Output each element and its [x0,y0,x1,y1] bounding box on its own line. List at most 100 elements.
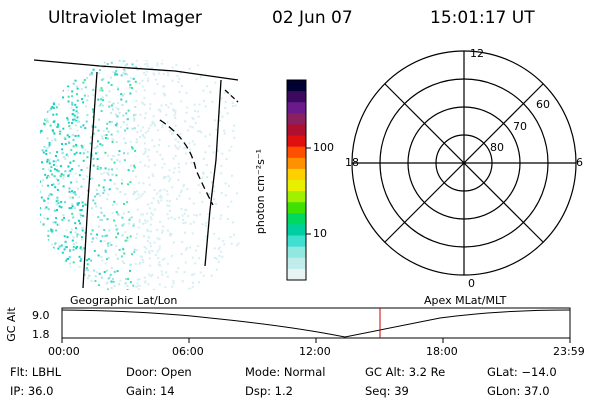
uv-pixel [81,226,84,229]
info-dsp: Dsp: 1.2 [245,384,293,398]
uv-pixel [100,212,103,214]
colorbar-segment [287,146,306,159]
uv-pixel [90,259,93,262]
uv-pixel [141,85,144,88]
uv-pixel [39,56,41,58]
uv-pixel [42,292,44,294]
uv-pixel [148,183,151,186]
uv-pixel [98,118,100,121]
uv-pixel [108,241,111,244]
uv-pixel [52,164,55,166]
colorbar-segment [287,157,306,170]
uv-pixel [55,229,58,232]
uv-pixel [118,60,121,62]
uv-pixel [46,253,49,256]
uv-pixel [101,89,104,92]
uv-pixel [75,151,78,154]
uv-pixel [90,136,93,139]
uv-pixel [145,60,148,62]
uv-pixel [161,258,164,261]
uv-pixel [126,239,129,242]
uv-pixel [67,266,70,269]
uv-pixel [112,102,115,105]
uv-pixel [163,162,166,165]
uv-pixel [143,136,146,139]
uv-pixel [208,66,211,69]
uv-pixel [114,224,117,227]
uv-pixel [173,167,176,170]
uv-pixel [106,242,109,245]
uv-pixel [149,264,152,267]
uv-pixel [91,241,94,243]
uv-pixel [117,232,119,235]
uv-pixel [116,102,119,104]
uv-pixel [116,86,119,89]
uv-pixel [113,270,116,273]
uv-pixel [94,195,96,198]
uv-pixel [170,102,173,105]
uv-pixel [72,280,75,283]
uv-pixel [200,131,203,134]
uv-pixel [91,237,94,240]
uv-pixel [166,275,169,278]
uv-pixel [75,241,78,244]
uv-pixel [122,114,125,117]
uv-pixel [116,159,119,162]
uv-pixel [204,135,207,138]
uv-pixel [65,78,68,81]
uv-pixel [165,190,168,193]
uv-pixel [118,248,121,251]
uv-pixel [42,179,44,182]
uv-pixel [36,86,38,88]
uv-pixel [93,249,96,252]
uv-pixel [175,64,178,67]
uv-pixel [189,222,192,225]
uv-pixel [69,249,72,251]
uv-pixel [233,136,236,139]
uv-pixel [149,124,152,127]
uv-pixel [159,110,162,113]
xtick-0: 00:00 [48,345,80,358]
uv-pixel [106,171,109,174]
uv-pixel [115,203,118,206]
uv-pixel [45,176,48,179]
uv-pixel [69,172,72,175]
uv-pixel [193,214,196,217]
uv-pixel [69,270,72,273]
uv-pixel [181,290,183,292]
uv-pixel [95,205,98,208]
uv-pixel [156,192,159,195]
uv-pixel [153,241,156,244]
uv-pixel [213,232,216,235]
uv-pixel [153,73,156,76]
uv-pixel [36,275,38,277]
uv-pixel [146,228,148,231]
uv-pixel [131,147,134,150]
uv-pixel [56,196,59,199]
uv-pixel [62,185,65,188]
uv-pixel [166,229,169,232]
uv-pixel [158,263,161,266]
uv-pixel [126,236,129,239]
uv-pixel [43,216,46,219]
uv-pixel [163,257,166,260]
uv-pixel [119,191,122,193]
uv-pixel [212,217,215,220]
timeline-ylabel: GC Alt [4,307,18,342]
uv-pixel [40,213,42,216]
uv-pixel [37,252,39,254]
colorbar-segment [287,257,306,270]
uv-pixel [93,147,96,150]
uv-pixel [48,291,50,293]
uv-pixel [64,240,67,243]
uv-pixel [121,216,124,219]
uv-pixel [149,242,152,245]
uv-pixel [213,185,215,188]
uv-pixel [105,282,108,285]
uv-pixel [63,136,66,139]
uv-pixel [223,60,226,62]
uv-pixel [43,245,45,248]
uv-pixel [31,137,33,139]
uv-pixel [97,98,100,101]
uv-pixel [139,66,142,69]
